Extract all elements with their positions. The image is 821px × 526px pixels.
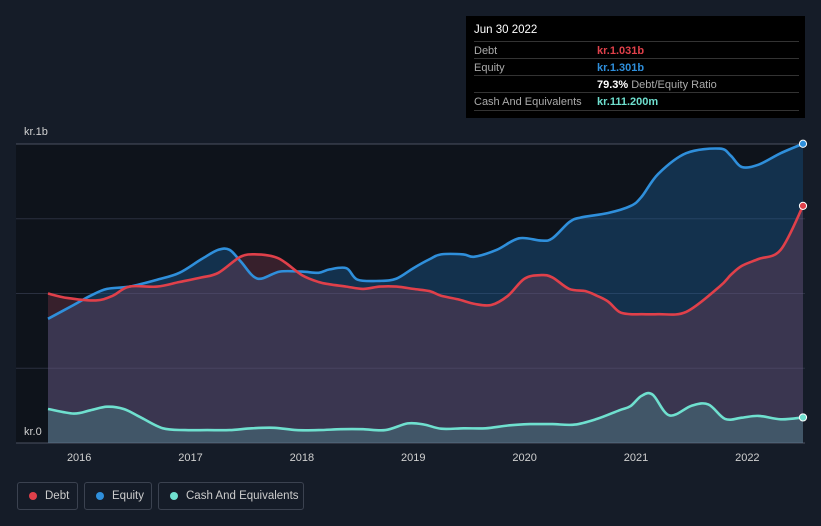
tooltip-row-ratio: 79.3% Debt/Equity Ratio xyxy=(474,75,799,93)
x-tick-label: 2020 xyxy=(512,452,536,464)
x-tick-label: 2017 xyxy=(178,452,202,464)
debt-area xyxy=(48,205,803,443)
tooltip-label: Equity xyxy=(474,62,505,74)
cash-and-equivalents-line xyxy=(47,391,804,432)
tooltip-row-equity: Equity kr.1.301b xyxy=(474,58,799,76)
cash-and-equivalents-end-marker xyxy=(798,413,808,422)
tooltip-value: kr.111.200m xyxy=(597,96,659,108)
equity-area xyxy=(48,143,803,444)
tooltip-label: Cash And Equivalents xyxy=(474,96,582,108)
tooltip: Jun 30 2022 Debt kr.1.031b Equity kr.1.3… xyxy=(466,16,805,118)
legend-dot-icon xyxy=(29,492,37,500)
tooltip-ratio-caption: Debt/Equity Ratio xyxy=(631,79,717,91)
legend-item-equity[interactable]: Equity xyxy=(84,482,152,510)
y-axis-top-label: kr.1b xyxy=(24,126,48,138)
legend-label: Debt xyxy=(45,490,70,502)
y-axis-bottom-label: kr.0 xyxy=(24,426,42,438)
series-endpoints xyxy=(798,139,808,422)
legend-item-debt[interactable]: Debt xyxy=(17,482,78,510)
legend-item-cash[interactable]: Cash And Equivalents xyxy=(158,482,304,510)
legend-dot-icon xyxy=(96,492,104,500)
tooltip-date: Jun 30 2022 xyxy=(474,24,538,36)
tooltip-value: 79.3% Debt/Equity Ratio xyxy=(597,79,717,91)
x-tick-label: 2022 xyxy=(735,452,759,464)
legend-label: Cash And Equivalents xyxy=(186,490,299,502)
gridlines xyxy=(16,143,805,444)
x-tick-label: 2021 xyxy=(624,452,648,464)
equity-line xyxy=(47,142,804,320)
x-tick-label: 2019 xyxy=(401,452,425,464)
tooltip-value: kr.1.031b xyxy=(597,45,645,57)
tooltip-row-cash: Cash And Equivalents kr.111.200m xyxy=(474,92,799,111)
x-tick-label: 2016 xyxy=(67,452,91,464)
equity-end-marker xyxy=(798,139,808,148)
tooltip-label: Debt xyxy=(474,45,498,57)
debt-line xyxy=(47,205,805,316)
tooltip-row-debt: Debt kr.1.031b xyxy=(474,41,799,59)
tooltip-value: kr.1.301b xyxy=(597,62,645,74)
legend-label: Equity xyxy=(112,490,144,502)
x-axis-ticks: 2016 2017 2018 2019 2020 2021 2022 xyxy=(67,452,760,464)
legend-dot-icon xyxy=(170,492,178,500)
series-lines xyxy=(47,142,805,432)
x-tick-label: 2018 xyxy=(290,452,314,464)
debt-end-marker xyxy=(798,201,808,210)
